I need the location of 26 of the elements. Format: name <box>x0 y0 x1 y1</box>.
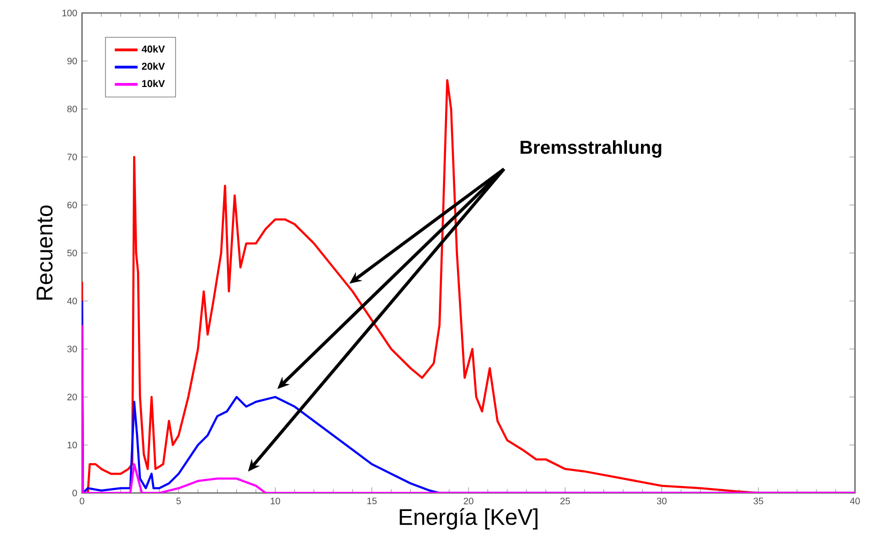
y-tick-label: 50 <box>67 250 77 256</box>
y-tick-label: 20 <box>67 394 77 400</box>
annotation: Bremsstrahlung <box>520 140 662 158</box>
y-tick-label: 80 <box>67 106 77 112</box>
x-axis-title: Energía [KeV] <box>400 508 538 530</box>
x-tick-label: 15 <box>367 498 377 504</box>
y-tick-label: 30 <box>67 346 77 352</box>
legend-label: 10kV <box>142 80 165 88</box>
legend-label: 40kV <box>142 45 165 53</box>
y-tick-label: 70 <box>67 154 77 160</box>
x-tick-label: 10 <box>270 498 280 504</box>
y-axis-title: Recuento <box>36 205 53 300</box>
y-tick-label: 10 <box>68 442 77 448</box>
y-tick-label: 100 <box>62 10 77 16</box>
x-tick-label: 30 <box>656 498 667 504</box>
x-tick-label: 20 <box>464 498 474 504</box>
y-tick-label: 0 <box>72 490 77 496</box>
y-tick-label: 60 <box>67 202 77 208</box>
x-tick-label: 0 <box>80 498 84 504</box>
y-tick-label: 40 <box>67 298 77 304</box>
x-tick-label: 35 <box>754 498 764 504</box>
x-tick-label: 5 <box>176 498 181 504</box>
x-tick-label: 40 <box>850 498 860 504</box>
y-tick-label: 90 <box>67 58 77 64</box>
legend-label: 20kV <box>142 62 165 70</box>
x-tick-label: 25 <box>560 498 570 504</box>
